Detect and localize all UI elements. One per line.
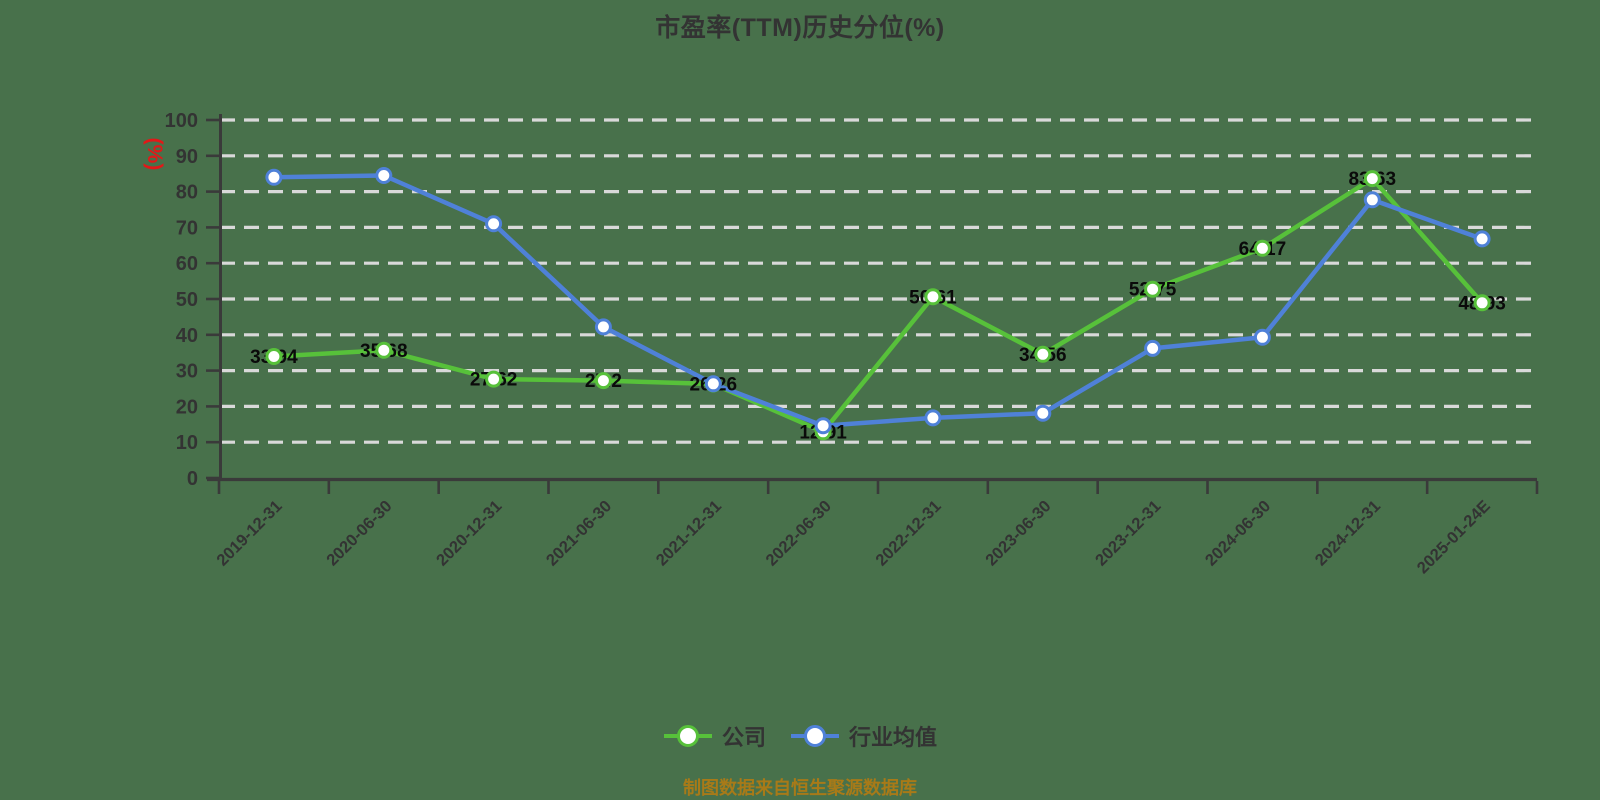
x-tick-label: 2023-12-31 xyxy=(1092,497,1164,569)
industry-average-data-point[interactable] xyxy=(375,167,393,184)
company-legend-marker-icon xyxy=(663,725,712,747)
x-tick-label: 2022-06-30 xyxy=(762,497,834,569)
company-data-point[interactable] xyxy=(375,341,393,359)
industry-average-data-point[interactable] xyxy=(1473,230,1491,248)
industry-legend-marker-icon xyxy=(791,725,839,747)
x-tick-label: 2022-12-31 xyxy=(872,497,944,569)
y-tick-label: 40 xyxy=(176,325,198,347)
industry-average-data-point[interactable] xyxy=(704,375,722,393)
y-tick-label: 80 xyxy=(176,182,198,204)
company-data-point[interactable] xyxy=(594,372,612,390)
y-tick-label: 50 xyxy=(176,289,198,311)
x-tick-label: 2019-12-31 xyxy=(213,497,285,569)
industry-average-line xyxy=(271,173,1485,428)
data-source-note: 制图数据来自恒生聚源数据库 xyxy=(683,778,917,798)
x-tick-label: 2021-12-31 xyxy=(653,497,725,569)
company-data-point[interactable] xyxy=(1034,345,1052,363)
legend: 公司 行业均值 xyxy=(0,720,1600,752)
industry-average-data-point[interactable] xyxy=(924,409,942,427)
y-tick-label: 30 xyxy=(176,361,198,383)
x-tick-label: 2024-06-30 xyxy=(1202,497,1274,569)
industry-average-data-point[interactable] xyxy=(1144,339,1162,357)
x-tick-label: 2023-06-30 xyxy=(982,497,1054,569)
y-tick-label: 0 xyxy=(187,468,198,490)
company-data-point[interactable] xyxy=(1253,239,1271,257)
y-tick-label: 70 xyxy=(176,217,198,239)
industry-average-data-point[interactable] xyxy=(1253,328,1271,346)
x-tick-label: 2021-06-30 xyxy=(543,497,615,569)
x-tick-label: 2024-12-31 xyxy=(1312,497,1384,569)
company-line xyxy=(271,176,1485,435)
company-data-point[interactable] xyxy=(485,370,503,388)
company-data-point[interactable] xyxy=(1473,294,1491,312)
legend-item-company[interactable]: 公司 xyxy=(663,720,766,752)
legend-label-industry-average: 行业均值 xyxy=(849,725,938,750)
industry-average-data-point[interactable] xyxy=(594,318,612,336)
industry-average-data-point[interactable] xyxy=(1034,404,1052,422)
legend-label-company: 公司 xyxy=(721,725,766,750)
y-tick-label: 60 xyxy=(176,253,198,275)
y-tick-label: 20 xyxy=(176,396,198,418)
x-tick-label: 2020-06-30 xyxy=(323,497,395,569)
y-tick-label: 100 xyxy=(165,110,198,132)
industry-average-data-point[interactable] xyxy=(265,168,283,186)
company-data-point[interactable] xyxy=(1363,170,1381,188)
industry-average-data-point[interactable] xyxy=(485,215,503,233)
y-tick-label: 90 xyxy=(176,146,198,168)
chart-title: 市盈率(TTM)历史分位(%) xyxy=(655,14,945,42)
x-tick-label: 2020-12-31 xyxy=(433,497,505,569)
company-data-point[interactable] xyxy=(265,348,283,365)
y-tick-label: 10 xyxy=(176,432,198,454)
industry-average-data-point[interactable] xyxy=(1363,191,1381,209)
x-tick-label: 2025-01-24E xyxy=(1414,497,1494,577)
company-data-point[interactable] xyxy=(1144,280,1162,298)
legend-item-industry-average[interactable]: 行业均值 xyxy=(790,720,937,752)
industry-average-data-point[interactable] xyxy=(814,417,832,435)
company-data-point[interactable] xyxy=(924,288,942,306)
